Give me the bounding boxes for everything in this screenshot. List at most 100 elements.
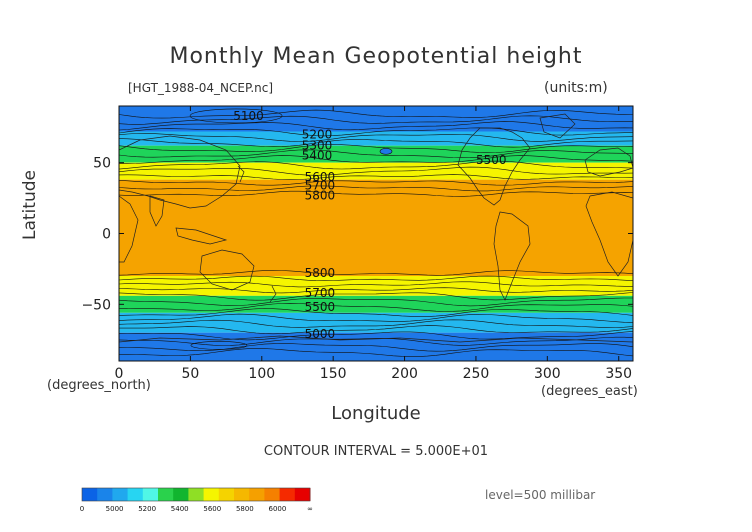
contour-low-north bbox=[189, 108, 283, 124]
contour-line-26 bbox=[119, 331, 633, 341]
contour-label: 5200 bbox=[302, 127, 333, 141]
contour-line-7 bbox=[119, 149, 633, 159]
contour-label: 5800 bbox=[305, 266, 336, 280]
contour-line-8 bbox=[119, 155, 633, 165]
x-axis-label: Longitude bbox=[331, 403, 421, 424]
contour-label: 5700 bbox=[305, 286, 336, 300]
colorbar-swatch bbox=[127, 488, 144, 501]
colorbar-swatch bbox=[82, 488, 98, 501]
colorbar-frame bbox=[81, 487, 311, 502]
coastline-north-america bbox=[457, 127, 531, 206]
contour-line-3 bbox=[119, 127, 633, 137]
x-tick-label: 100 bbox=[248, 366, 275, 382]
coastline-antarctica bbox=[119, 335, 633, 343]
y-tick-label: 50 bbox=[93, 156, 111, 172]
band-0 bbox=[119, 106, 633, 132]
x-axis-units: (degrees_east) bbox=[541, 384, 638, 399]
x-tick-label: 350 bbox=[605, 366, 632, 382]
colorbar-swatch bbox=[142, 488, 159, 501]
colorbar-label: 5400 bbox=[171, 505, 189, 513]
contour-line-20 bbox=[119, 297, 633, 307]
contour-line-14 bbox=[119, 190, 633, 197]
colorbar-label: 0 bbox=[80, 505, 84, 513]
band-1 bbox=[119, 131, 633, 146]
x-tick-label: 300 bbox=[534, 366, 561, 382]
x-tick-label: 0 bbox=[115, 366, 124, 382]
x-tick-label: 50 bbox=[181, 366, 199, 382]
contour-line-28 bbox=[119, 343, 633, 352]
colorbar-label: ∞ bbox=[307, 505, 313, 513]
band-4 bbox=[119, 179, 633, 276]
coastline-japan bbox=[237, 165, 245, 183]
contour-line-15 bbox=[119, 270, 633, 276]
contour-lines bbox=[119, 108, 633, 357]
contour-label: 5600 bbox=[305, 170, 336, 184]
coastline-australia bbox=[199, 249, 255, 291]
contour-line-10 bbox=[119, 166, 633, 176]
units-label: (units:m) bbox=[544, 80, 608, 96]
contour-line-27 bbox=[119, 336, 633, 346]
contour-line-24 bbox=[119, 319, 633, 328]
coastline-indonesia bbox=[175, 227, 228, 245]
y-axis-units: (degrees_north) bbox=[47, 378, 151, 393]
contour-line-13 bbox=[119, 185, 633, 192]
coastline-europe bbox=[584, 147, 633, 177]
contour-line-9 bbox=[119, 160, 633, 170]
contour-line-6 bbox=[119, 144, 633, 154]
contour-label: 5800 bbox=[305, 188, 336, 202]
contour-line-11 bbox=[119, 174, 633, 180]
contour-line-12 bbox=[119, 180, 633, 186]
contour-low-south bbox=[190, 341, 248, 350]
colorbar-swatch bbox=[264, 488, 281, 501]
colorbar-swatch bbox=[249, 488, 265, 501]
colorbar-swatch bbox=[97, 488, 113, 501]
contour-line-21 bbox=[119, 302, 633, 312]
band-2 bbox=[119, 145, 633, 163]
contour-label: 5700 bbox=[305, 178, 336, 192]
colorbar-swatch bbox=[173, 488, 189, 501]
contour-line-17 bbox=[119, 281, 633, 288]
color-bands bbox=[119, 106, 633, 361]
colorbar-swatch bbox=[203, 488, 220, 501]
contour-interval-label: CONTOUR INTERVAL = 5.000E+01 bbox=[263, 444, 489, 459]
colorbar-swatch bbox=[112, 488, 129, 501]
contour-label: 5400 bbox=[302, 149, 333, 163]
colorbar-swatch bbox=[279, 488, 296, 501]
coastline-africa-west bbox=[119, 195, 139, 263]
coastline-new-zealand bbox=[269, 285, 277, 303]
coastline-india bbox=[149, 195, 165, 227]
level-label: level=500 millibar bbox=[485, 488, 596, 502]
colorbar-swatch bbox=[234, 488, 250, 501]
contour-line-5 bbox=[119, 138, 633, 148]
colorbar: 0 5000 5200 5400 5600 5800 6000 ∞ bbox=[80, 487, 313, 513]
chart-title: Monthly Mean Geopotential height bbox=[169, 44, 583, 69]
x-axis-ticks: 0 50 100 150 200 250 300 350 bbox=[115, 106, 632, 382]
colorbar-label: 5800 bbox=[236, 505, 254, 513]
coastline-greenland bbox=[539, 113, 576, 139]
band-7 bbox=[119, 312, 633, 333]
colorbar-label: 5200 bbox=[138, 505, 156, 513]
colorbar-label: 5600 bbox=[203, 505, 221, 513]
coastline-asia bbox=[119, 135, 241, 209]
colorbar-swatch bbox=[294, 488, 311, 501]
contour-line-22 bbox=[119, 308, 633, 317]
y-tick-label: 0 bbox=[102, 227, 111, 243]
colorbar-swatch bbox=[188, 488, 205, 501]
band-3 bbox=[119, 162, 633, 180]
contour-label: 5000 bbox=[305, 327, 336, 341]
contour-line-19 bbox=[119, 292, 633, 301]
colorbar-swatch bbox=[218, 488, 235, 501]
y-axis-ticks: −50 0 50 bbox=[81, 156, 633, 313]
contour-line-29 bbox=[119, 348, 633, 357]
coastlines bbox=[119, 113, 633, 343]
contour-line-23 bbox=[119, 313, 633, 323]
file-label: [HGT_1988-04_NCEP.nc] bbox=[128, 81, 274, 95]
contour-line-25 bbox=[119, 325, 633, 335]
contour-small-cell bbox=[379, 148, 393, 155]
coastline-south-america bbox=[493, 211, 531, 301]
contour-label: 5300 bbox=[302, 139, 333, 153]
colorbar-swatch bbox=[158, 488, 174, 501]
contour-line-4 bbox=[119, 133, 633, 142]
